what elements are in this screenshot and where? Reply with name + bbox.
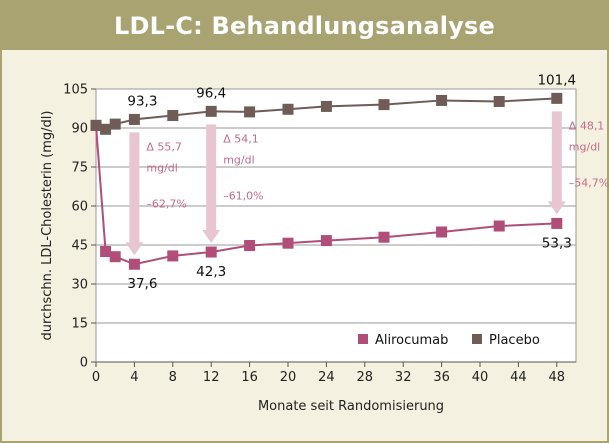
data-point <box>282 103 294 115</box>
x-tick-label: 36 <box>433 370 450 385</box>
data-point <box>167 110 179 122</box>
data-point <box>128 113 140 125</box>
data-point <box>205 246 217 258</box>
y-axis-label: durchschn. LDL-Cholesterin (mg/dl) <box>40 111 55 341</box>
data-point <box>100 246 112 257</box>
y-tick-label: 15 <box>71 317 88 332</box>
data-point <box>282 237 294 249</box>
data-point <box>244 240 256 252</box>
delta-value: Δ 55,7 <box>146 140 182 153</box>
x-tick-label: 16 <box>241 370 258 385</box>
data-point <box>320 100 332 112</box>
x-tick-label: 20 <box>280 370 297 385</box>
data-point <box>167 250 179 262</box>
chart-title: LDL-C: Behandlungsanalyse <box>114 12 495 40</box>
legend-label: Placebo <box>489 333 540 348</box>
delta-value: Δ 54,1 <box>223 132 259 145</box>
data-point <box>128 258 140 270</box>
data-point <box>100 123 112 135</box>
data-label: 93,3 <box>127 93 157 109</box>
data-point <box>436 226 448 238</box>
y-tick-label: 45 <box>71 239 88 254</box>
y-tick-label: 75 <box>71 161 88 176</box>
data-point <box>378 99 390 111</box>
data-point <box>493 220 505 232</box>
data-label: 53,3 <box>542 235 572 251</box>
data-label: 101,4 <box>537 72 576 88</box>
y-tick-label: 0 <box>80 356 88 371</box>
legend-label: Alirocumab <box>375 333 448 348</box>
data-point <box>378 231 390 243</box>
reduction-arrow <box>125 132 144 256</box>
x-tick-label: 24 <box>318 370 335 385</box>
data-point <box>205 105 217 117</box>
x-tick-label: 32 <box>395 370 412 385</box>
legend-swatch <box>358 334 368 344</box>
data-point <box>320 235 332 247</box>
y-tick-label: 60 <box>71 200 88 215</box>
y-tick-label: 105 <box>63 83 88 98</box>
delta-percent: –61,0% <box>223 189 263 202</box>
data-label: 96,4 <box>196 85 226 101</box>
delta-unit: mg/dl <box>146 161 177 174</box>
x-tick-label: 0 <box>92 370 100 385</box>
legend-swatch <box>472 334 482 344</box>
title-bar: LDL-C: Behandlungsanalyse <box>2 2 607 50</box>
delta-percent: –54,7% <box>569 176 609 189</box>
data-label: 37,6 <box>127 276 157 292</box>
data-point <box>90 119 102 131</box>
x-tick-label: 48 <box>549 370 566 385</box>
data-point <box>551 217 563 229</box>
reduction-arrow <box>202 124 221 244</box>
x-tick-label: 4 <box>130 370 138 385</box>
data-point <box>436 94 448 106</box>
x-tick-label: 44 <box>510 370 527 385</box>
reduction-arrow <box>547 111 566 215</box>
delta-unit: mg/dl <box>569 140 600 153</box>
data-point <box>493 95 505 107</box>
x-tick-label: 12 <box>203 370 220 385</box>
data-label: 42,3 <box>196 264 226 280</box>
x-axis-label: Monate seit Randomisierung <box>258 399 444 414</box>
data-point <box>109 118 121 130</box>
data-point <box>551 92 563 104</box>
delta-percent: –62,7% <box>146 197 186 210</box>
data-point <box>244 106 256 118</box>
data-point <box>109 251 121 263</box>
delta-unit: mg/dl <box>223 153 254 166</box>
x-tick-label: 40 <box>472 370 489 385</box>
y-tick-label: 90 <box>71 122 88 137</box>
y-tick-label: 30 <box>71 278 88 293</box>
delta-value: Δ 48,1 <box>569 119 605 132</box>
x-tick-label: 28 <box>357 370 374 385</box>
x-tick-label: 8 <box>169 370 177 385</box>
